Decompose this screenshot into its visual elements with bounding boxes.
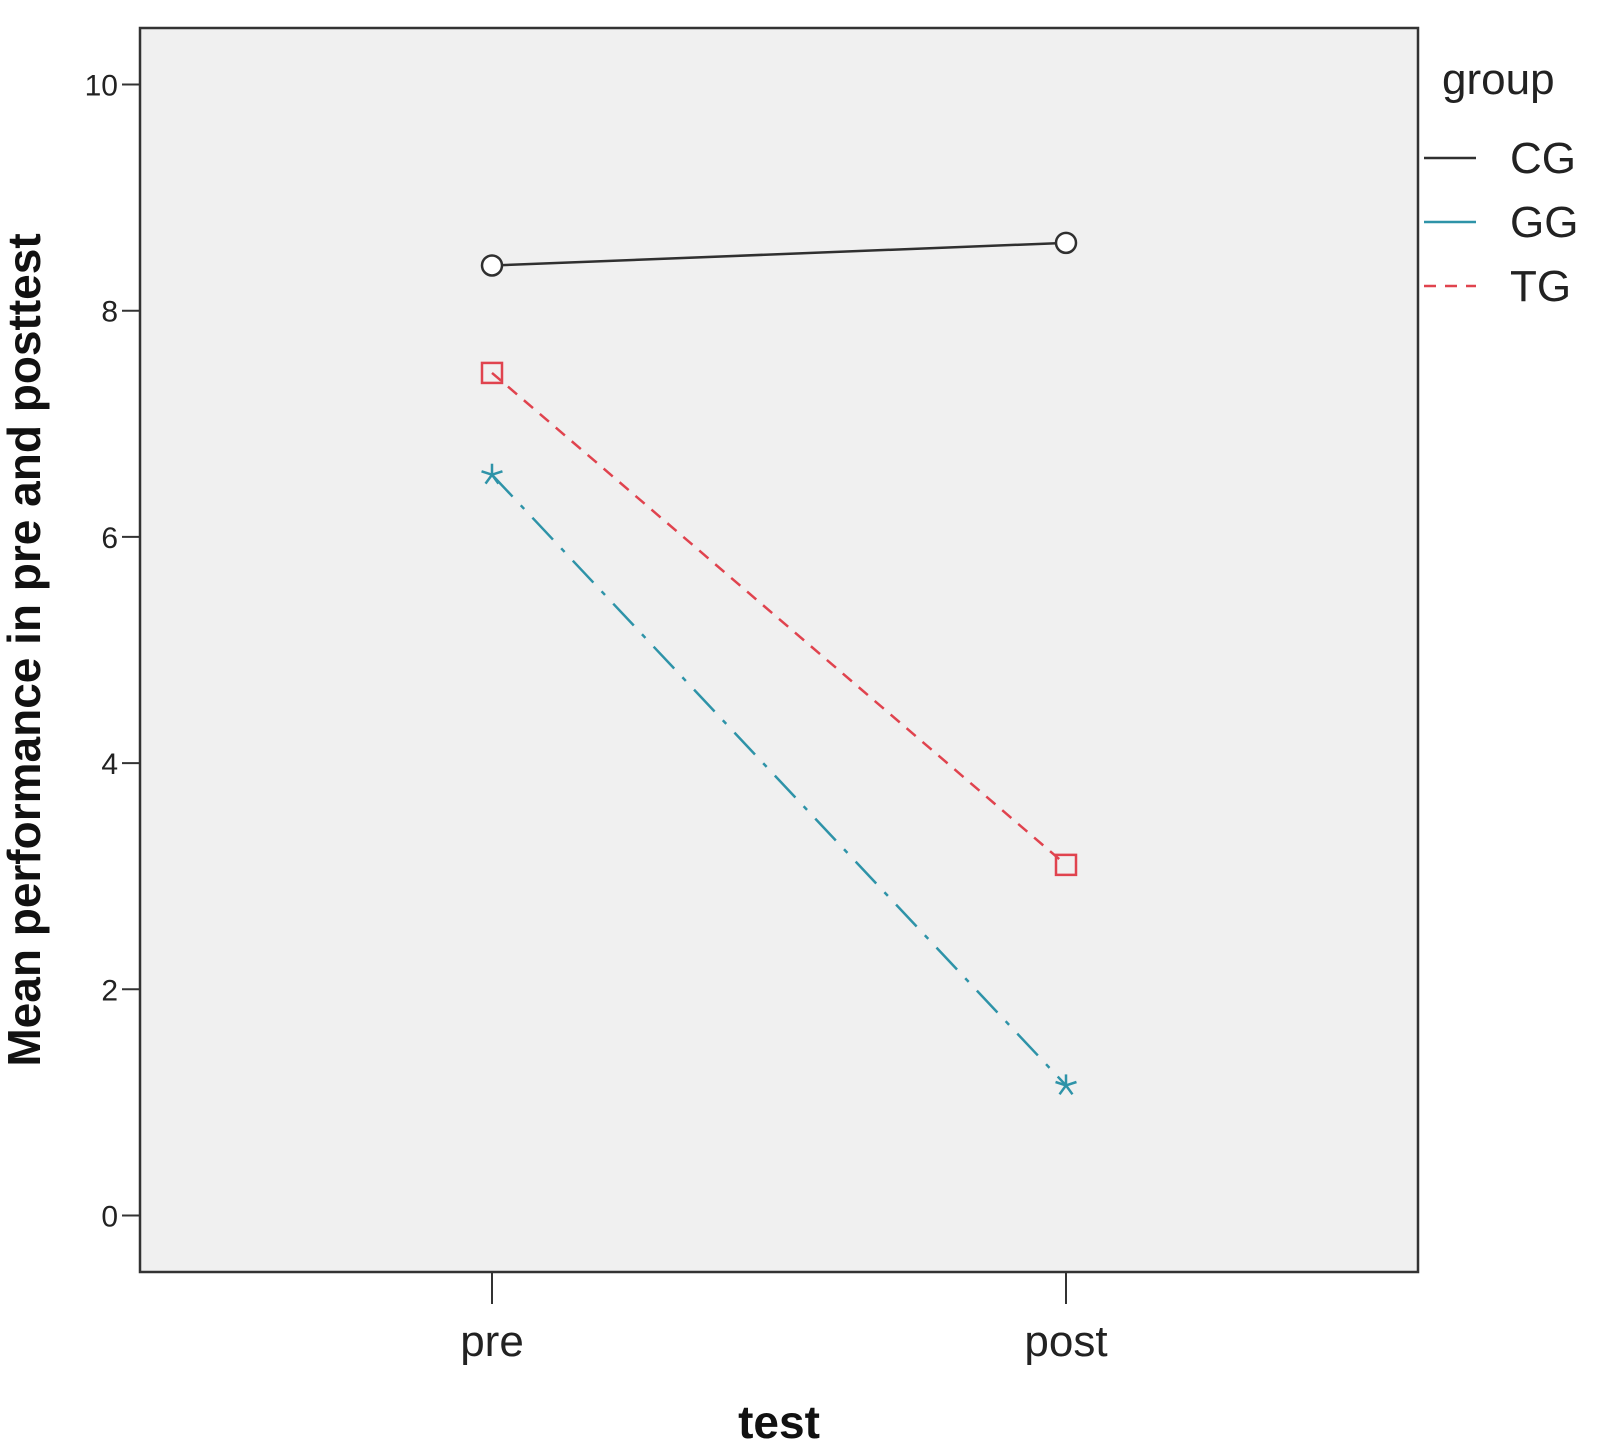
data-point-gg-pre xyxy=(481,463,503,485)
data-point-gg-post xyxy=(1055,1074,1077,1096)
legend-label-tg: TG xyxy=(1510,262,1571,311)
x-axis-title: test xyxy=(738,1396,820,1448)
y-tick-label: 10 xyxy=(85,70,118,103)
data-point-tg-post xyxy=(1054,853,1078,877)
series-line-cg xyxy=(491,241,1067,267)
y-tick-label: 6 xyxy=(101,522,118,555)
y-tick-label: 2 xyxy=(101,974,118,1007)
legend-title: group xyxy=(1442,55,1555,104)
plot-area xyxy=(138,26,1420,1274)
legend-label-gg: GG xyxy=(1510,198,1578,247)
series-layer xyxy=(480,231,1078,1096)
x-axis: pre post xyxy=(460,1272,1108,1366)
data-point-cg-post xyxy=(1054,231,1078,255)
legend: group CG GG TG xyxy=(1424,55,1578,311)
y-axis-title: Mean performance in pre and posttest xyxy=(0,233,50,1066)
data-point-tg-pre xyxy=(480,361,504,385)
x-tick-label: pre xyxy=(460,1317,524,1366)
y-tick-label: 4 xyxy=(101,748,118,781)
legend-label-cg: CG xyxy=(1510,134,1576,183)
data-point-cg-pre xyxy=(480,254,504,277)
series-line-gg xyxy=(491,473,1067,1087)
x-tick-label: post xyxy=(1024,1317,1107,1366)
y-tick-label: 8 xyxy=(101,296,118,329)
y-tick-label: 0 xyxy=(101,1200,118,1233)
y-axis: 0 2 4 6 8 10 xyxy=(85,70,140,1233)
